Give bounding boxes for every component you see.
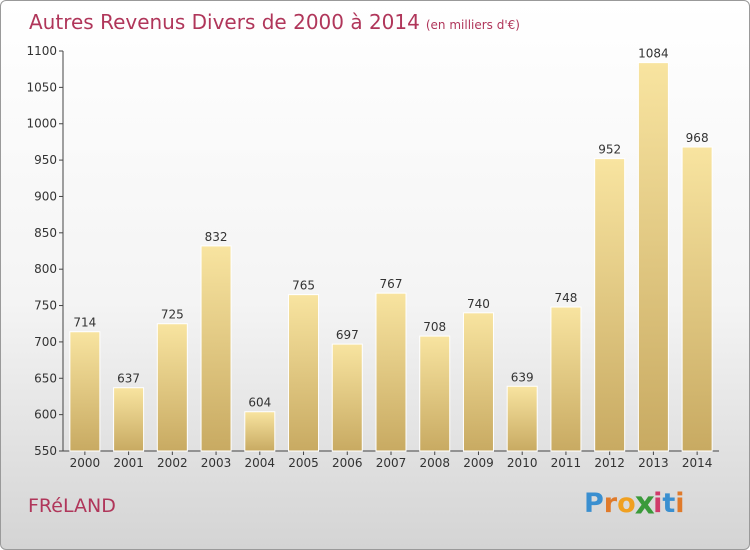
data-label: 725 bbox=[161, 308, 184, 322]
y-tick-label: 550 bbox=[34, 444, 57, 458]
data-label: 765 bbox=[292, 279, 315, 293]
bar bbox=[331, 343, 363, 452]
logo-letter: i bbox=[675, 488, 685, 519]
data-label: 639 bbox=[511, 370, 534, 384]
x-tick-label: 2009 bbox=[463, 456, 494, 470]
x-tick-label: 2005 bbox=[288, 456, 319, 470]
y-tick-label: 700 bbox=[34, 335, 57, 349]
logo-letter: i bbox=[653, 488, 663, 519]
y-tick-label: 600 bbox=[34, 408, 57, 422]
data-label: 714 bbox=[73, 316, 96, 330]
bar bbox=[288, 294, 320, 452]
logo-letter: o bbox=[617, 488, 636, 519]
bar bbox=[419, 335, 451, 452]
y-tick-label: 1050 bbox=[26, 80, 57, 94]
bar bbox=[200, 245, 232, 452]
bar bbox=[506, 385, 538, 452]
y-tick-label: 750 bbox=[34, 299, 57, 313]
logo-letter: x bbox=[634, 485, 655, 522]
x-tick-label: 2013 bbox=[638, 456, 669, 470]
data-label: 832 bbox=[205, 230, 228, 244]
bar bbox=[244, 411, 276, 452]
proxiti-logo: Proxiti bbox=[584, 485, 685, 522]
x-tick-label: 2003 bbox=[201, 456, 232, 470]
x-tick-label: 2002 bbox=[157, 456, 188, 470]
data-label: 604 bbox=[248, 396, 271, 410]
x-tick-label: 2000 bbox=[70, 456, 101, 470]
data-label: 767 bbox=[380, 277, 403, 291]
data-label: 740 bbox=[467, 297, 490, 311]
y-tick-label: 800 bbox=[34, 262, 57, 276]
bars bbox=[69, 62, 713, 452]
bar bbox=[69, 331, 101, 452]
y-tick-label: 850 bbox=[34, 226, 57, 240]
data-label: 968 bbox=[686, 131, 709, 145]
bar bbox=[156, 323, 188, 452]
x-tick-label: 2006 bbox=[332, 456, 363, 470]
bar bbox=[462, 312, 494, 452]
data-label: 637 bbox=[117, 372, 140, 386]
data-label: 697 bbox=[336, 328, 359, 342]
town-name: FRéLAND bbox=[28, 495, 116, 517]
y-tick-label: 950 bbox=[34, 153, 57, 167]
bar bbox=[594, 158, 626, 452]
y-tick-label: 650 bbox=[34, 371, 57, 385]
chart-title: Autres Revenus Divers de 2000 à 2014 (en … bbox=[29, 10, 520, 34]
logo-letter: P bbox=[584, 488, 604, 519]
data-label: 748 bbox=[554, 291, 577, 305]
data-label: 952 bbox=[598, 143, 621, 157]
logo-letter: r bbox=[603, 488, 618, 519]
bar bbox=[637, 62, 669, 452]
x-tick-label: 2011 bbox=[551, 456, 582, 470]
x-tick-label: 2001 bbox=[113, 456, 144, 470]
logo-letter: t bbox=[662, 488, 676, 519]
y-tick-label: 900 bbox=[34, 189, 57, 203]
x-tick-label: 2007 bbox=[376, 456, 407, 470]
bar bbox=[113, 387, 145, 452]
chart-subtitle: (en milliers d'€) bbox=[425, 18, 520, 32]
x-tick-label: 2004 bbox=[245, 456, 276, 470]
bar bbox=[681, 146, 713, 452]
data-label: 1084 bbox=[638, 47, 669, 61]
bar bbox=[375, 292, 407, 452]
axes: 550 600 650 700 750 800 850 900 950 1000 1050 1100 2… bbox=[26, 44, 719, 470]
x-tick-label: 2010 bbox=[507, 456, 538, 470]
x-tick-label: 2014 bbox=[682, 456, 713, 470]
y-tick-label: 1000 bbox=[26, 117, 57, 131]
chart-title-text: Autres Revenus Divers de 2000 à 2014 bbox=[29, 10, 420, 34]
x-tick-label: 2012 bbox=[594, 456, 625, 470]
data-label: 708 bbox=[423, 320, 446, 334]
bar bbox=[550, 306, 582, 452]
y-tick-label: 1100 bbox=[26, 44, 57, 58]
x-tick-label: 2008 bbox=[419, 456, 450, 470]
data-labels: 714 637 725 832 604 765 697 767 708 740 639 748 952 1… bbox=[73, 47, 708, 410]
